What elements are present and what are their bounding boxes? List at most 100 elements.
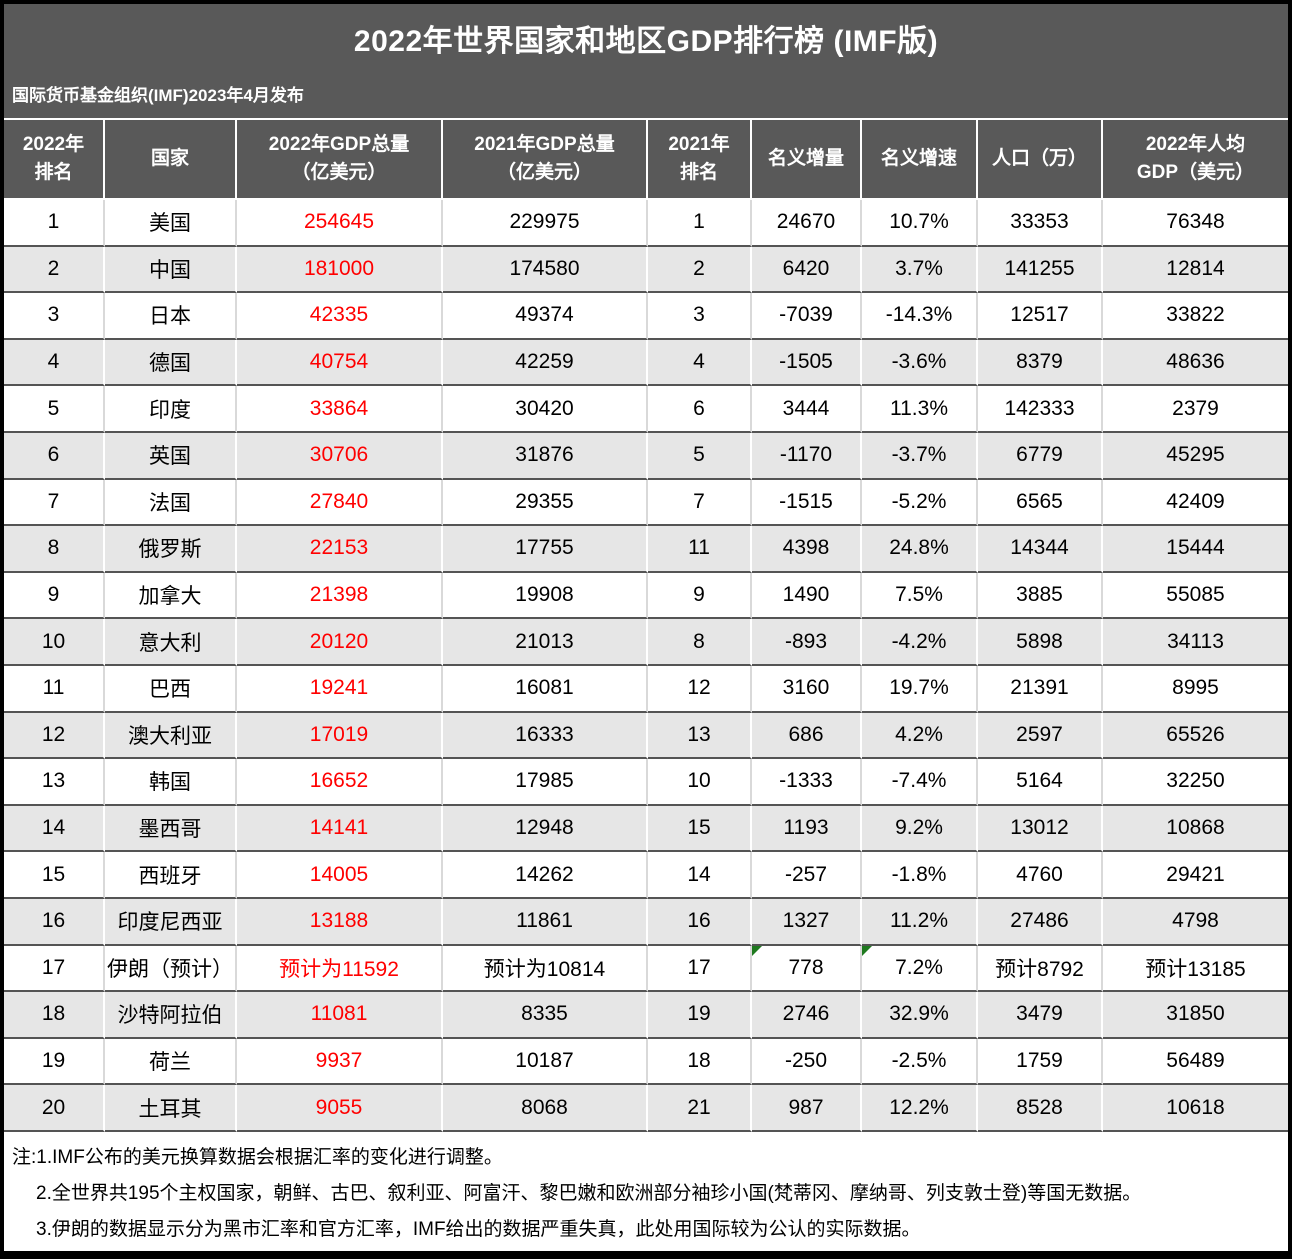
cell: 7 <box>4 479 105 527</box>
cell: 伊朗（预计） <box>105 945 237 993</box>
cell: 3 <box>4 293 105 340</box>
cell: 2 <box>4 246 105 294</box>
cell: 3.7% <box>862 246 978 294</box>
cell: 14262 <box>443 852 648 899</box>
table-row: 2 中国 181000 174580 2 6420 3.7% 141255 12814 <box>4 246 1288 294</box>
cell: 19 <box>648 992 752 1039</box>
cell: 14 <box>4 805 105 853</box>
column-header: 2022年GDP总量 （亿美元） <box>237 120 443 200</box>
cell: 8379 <box>978 339 1103 387</box>
cell: 778 <box>752 945 862 993</box>
cell: -1.8% <box>862 852 978 899</box>
cell: 11.2% <box>862 898 978 946</box>
cell: 墨西哥 <box>105 805 237 853</box>
cell: 10 <box>4 619 105 666</box>
cell: 加拿大 <box>105 572 237 620</box>
cell: 12.2% <box>862 1085 978 1132</box>
cell: 32.9% <box>862 992 978 1039</box>
cell: 5164 <box>978 759 1103 806</box>
cell: 中国 <box>105 246 237 294</box>
cell: -5.2% <box>862 479 978 527</box>
cell: 12517 <box>978 293 1103 340</box>
cell: 8528 <box>978 1085 1103 1132</box>
cell: 沙特阿拉伯 <box>105 992 237 1039</box>
cell: 巴西 <box>105 665 237 713</box>
cell: 2379 <box>1103 386 1288 433</box>
cell: 澳大利亚 <box>105 712 237 760</box>
cell: -14.3% <box>862 293 978 340</box>
note-line: 注:1.IMF公布的美元换算数据会根据汇率的变化进行调整。 <box>12 1146 503 1168</box>
cell: 14344 <box>978 526 1103 573</box>
cell: 7.2% <box>862 945 978 993</box>
table-row: 13 韩国 16652 17985 10 -1333 -7.4% 5164 32250 <box>4 759 1288 806</box>
cell: 141255 <box>978 246 1103 294</box>
cell: 德国 <box>105 339 237 387</box>
cell: 4798 <box>1103 899 1288 946</box>
cell: 14141 <box>237 805 443 853</box>
cell: 9937 <box>237 1038 443 1086</box>
cell: -893 <box>752 619 862 666</box>
cell: 2 <box>648 246 752 294</box>
cell: 6420 <box>752 246 862 294</box>
cell: 16652 <box>237 759 443 806</box>
cell: 6 <box>4 432 105 480</box>
page-title: 2022年世界国家和地区GDP排行榜 (IMF版) <box>353 25 939 58</box>
cell: -3.6% <box>862 339 978 387</box>
cell: 31850 <box>1103 992 1288 1039</box>
cell: 日本 <box>105 293 237 340</box>
cell: 34113 <box>1103 619 1288 666</box>
column-header: 2022年 排名 <box>4 120 105 200</box>
cell: 17 <box>648 945 752 993</box>
cell: 土耳其 <box>105 1085 237 1132</box>
cell: 14 <box>648 852 752 899</box>
cell: 55085 <box>1103 573 1288 620</box>
cell: 30420 <box>443 386 648 433</box>
cell: 12814 <box>1103 247 1288 294</box>
cell: 13 <box>648 712 752 760</box>
cell: 意大利 <box>105 619 237 666</box>
cell: 4.2% <box>862 712 978 760</box>
cell: 预计为10814 <box>443 945 648 993</box>
table-row: 5 印度 33864 30420 6 3444 11.3% 142333 2379 <box>4 386 1288 433</box>
cell: 33864 <box>237 386 443 433</box>
cell: 9 <box>648 572 752 620</box>
cell: 1759 <box>978 1038 1103 1086</box>
cell: 21013 <box>443 619 648 666</box>
cell: -1505 <box>752 339 862 387</box>
note-line: 2.全世界共195个主权国家，朝鲜、古巴、叙利亚、阿富汗、黎巴嫩和欧洲部分袖珍小… <box>36 1182 1142 1204</box>
cell: 7.5% <box>862 572 978 620</box>
column-header: 名义增速 <box>862 120 978 200</box>
table-row: 7 法国 27840 29355 7 -1515 -5.2% 6565 42409 <box>4 479 1288 527</box>
cell: 12948 <box>443 805 648 853</box>
cell: 20 <box>4 1085 105 1132</box>
cell: 45295 <box>1103 433 1288 480</box>
cell: -3.7% <box>862 432 978 480</box>
cell: 9 <box>4 572 105 620</box>
cell: 10 <box>648 759 752 806</box>
cell: 9055 <box>237 1085 443 1132</box>
cell: 24.8% <box>862 526 978 573</box>
cell: 12 <box>648 665 752 713</box>
table-row: 14 墨西哥 14141 12948 15 1193 9.2% 13012 10868 <box>4 805 1288 853</box>
cell: 174580 <box>443 246 648 294</box>
cell: -250 <box>752 1038 862 1086</box>
cell: 1 <box>648 200 752 247</box>
cell: 4 <box>4 339 105 387</box>
cell: 印度 <box>105 386 237 433</box>
cell: 16 <box>4 898 105 946</box>
column-header: 名义增量 <box>752 120 862 200</box>
table-row: 20 土耳其 9055 8068 21 987 12.2% 8528 10618 <box>4 1085 1288 1132</box>
cell: 31876 <box>443 432 648 480</box>
cell: 987 <box>752 1085 862 1132</box>
cell: 预计13185 <box>1103 946 1288 993</box>
cell: 27840 <box>237 479 443 527</box>
cell: 1490 <box>752 572 862 620</box>
table-row: 8 俄罗斯 22153 17755 11 4398 24.8% 14344 15444 <box>4 526 1288 573</box>
cell: 17019 <box>237 712 443 760</box>
cell: 42335 <box>237 293 443 340</box>
cell: 16 <box>648 898 752 946</box>
cell: 15 <box>4 852 105 899</box>
cell: 16081 <box>443 665 648 713</box>
cell: 荷兰 <box>105 1038 237 1086</box>
